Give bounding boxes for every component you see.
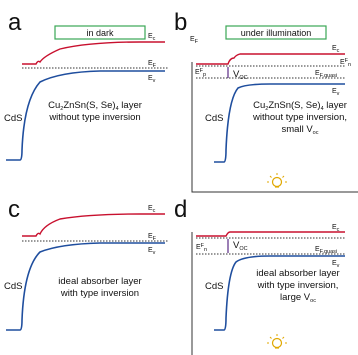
efn-label-d: EFn — [196, 243, 207, 253]
description-b-line1: Cu2ZnSn(S, Se)4 layer — [253, 100, 347, 112]
panel-c: c Ec EF Ev CdS ideal absorber layer with… — [4, 196, 168, 331]
cds-label-d: CdS — [205, 281, 223, 292]
efquasi-label-d: EF,quasi — [315, 246, 337, 255]
panel-d: d Ec EFn EF,quasi VOC Ev CdS ideal absor… — [174, 196, 345, 355]
ec-label-c: Ec — [148, 205, 156, 214]
description-a-line1: Cu2ZnSn(S, Se)4 layer — [48, 100, 142, 112]
valence-band-c — [6, 242, 165, 331]
conduction-band-d — [196, 231, 345, 237]
cds-label-c: CdS — [4, 281, 22, 292]
ec-label-d: Ec — [332, 224, 340, 233]
ef-label-a: EF — [148, 60, 157, 69]
condition-box-a — [54, 25, 146, 40]
description-d-line3: large Voc — [280, 292, 316, 304]
voc-label-d: VOC — [233, 240, 248, 252]
panel-b: b EF under illumination Ec EFn EFp EF,qu… — [174, 9, 358, 193]
description-d-line2: with type inversion, — [257, 280, 339, 291]
panel-letter-b: b — [174, 9, 187, 36]
condition-label-b: under illumination — [241, 28, 312, 38]
conduction-band-c — [22, 213, 165, 237]
condition-box-b — [225, 25, 327, 40]
panel-letter-d: d — [174, 196, 187, 223]
side-fermi-label-b: EF — [190, 36, 199, 45]
efp-label-b: EFp — [195, 68, 206, 78]
description-b-line2: without type inversion, — [252, 112, 347, 123]
light-bulb-icon — [267, 334, 287, 349]
ec-label-a: Ec — [148, 33, 156, 42]
valence-band-a — [6, 70, 165, 161]
ev-label-a: Ev — [148, 75, 156, 84]
valence-band-b — [214, 83, 345, 163]
description-c-line2: with type inversion — [60, 288, 139, 299]
description-a-line2: without type inversion — [48, 112, 140, 123]
description-c-line1: ideal absorber layer — [58, 276, 141, 287]
conduction-band-a — [22, 41, 165, 65]
condition-label-a: in dark — [86, 28, 114, 38]
cds-label-a: CdS — [4, 113, 22, 124]
voc-label-b: VOC — [233, 69, 248, 81]
description-b-line3: small Voc — [282, 124, 319, 136]
ev-label-c: Ev — [148, 247, 156, 256]
efquasi-label-b: EF,quasi — [315, 70, 337, 79]
light-bulb-icon — [267, 173, 287, 188]
ec-label-b: Ec — [332, 45, 340, 54]
ev-label-b: Ev — [332, 88, 340, 97]
cds-label-b: CdS — [205, 113, 223, 124]
ev-label-d: Ev — [332, 260, 340, 269]
efn-label-b: EFn — [340, 58, 351, 68]
panel-letter-a: a — [8, 9, 22, 36]
ef-label-c: EF — [148, 233, 157, 242]
panel-a: a in dark Ec EF Ev CdS Cu2ZnSn(S, Se)4 l… — [4, 9, 168, 161]
circuit-frame-b — [191, 62, 358, 193]
conduction-band-b — [196, 53, 345, 65]
description-d-line1: ideal absorber layer — [256, 268, 339, 279]
valence-band-d — [214, 255, 345, 331]
panel-letter-c: c — [8, 196, 20, 223]
